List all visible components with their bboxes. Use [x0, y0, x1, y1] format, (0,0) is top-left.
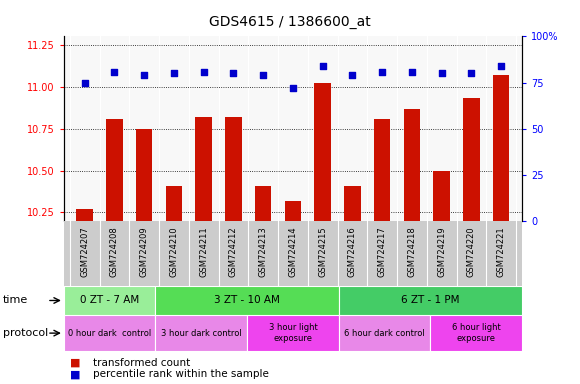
Text: GSM724217: GSM724217: [378, 226, 387, 277]
Bar: [106, 119, 122, 221]
Text: 6 ZT - 1 PM: 6 ZT - 1 PM: [401, 295, 459, 306]
Text: GSM724214: GSM724214: [288, 226, 298, 276]
Text: GSM724212: GSM724212: [229, 226, 238, 276]
Bar: [374, 119, 390, 221]
Bar: [404, 109, 420, 221]
Bar: [285, 201, 301, 221]
Bar: [155, 315, 247, 351]
Bar: [136, 129, 153, 221]
Bar: [64, 286, 155, 315]
Point: [140, 72, 149, 78]
Point: [437, 70, 446, 76]
Bar: [166, 185, 182, 221]
Bar: [463, 98, 480, 221]
Text: protocol: protocol: [3, 328, 48, 338]
Text: GSM724220: GSM724220: [467, 226, 476, 276]
Text: 6 hour light
exposure: 6 hour light exposure: [452, 323, 501, 343]
Bar: [64, 221, 522, 286]
Text: GSM724211: GSM724211: [199, 226, 208, 276]
Bar: [433, 170, 450, 221]
Text: ■: ■: [70, 358, 80, 368]
Text: GSM724218: GSM724218: [407, 226, 416, 277]
Text: GSM724209: GSM724209: [140, 226, 148, 276]
Text: percentile rank within the sample: percentile rank within the sample: [93, 369, 269, 379]
Bar: [339, 286, 522, 315]
Bar: [64, 315, 155, 351]
Text: transformed count: transformed count: [93, 358, 190, 368]
Point: [288, 85, 298, 91]
Point: [318, 63, 327, 69]
Point: [259, 72, 268, 78]
Text: 6 hour dark control: 6 hour dark control: [344, 329, 425, 338]
Bar: [430, 315, 522, 351]
Point: [169, 70, 179, 76]
Text: GSM724221: GSM724221: [496, 226, 506, 276]
Bar: [195, 117, 212, 221]
Text: 3 hour dark control: 3 hour dark control: [161, 329, 242, 338]
Text: GSM724216: GSM724216: [348, 226, 357, 277]
Text: GSM724215: GSM724215: [318, 226, 327, 276]
Text: GSM724219: GSM724219: [437, 226, 446, 276]
Point: [229, 70, 238, 76]
Point: [199, 68, 208, 74]
Point: [378, 68, 387, 74]
Bar: [255, 185, 271, 221]
Text: 0 ZT - 7 AM: 0 ZT - 7 AM: [80, 295, 139, 306]
Point: [80, 79, 89, 86]
Point: [496, 63, 506, 69]
Point: [407, 68, 416, 74]
Bar: [225, 117, 242, 221]
Text: GSM724213: GSM724213: [259, 226, 267, 277]
Text: GSM724208: GSM724208: [110, 226, 119, 277]
Bar: [493, 75, 509, 221]
Point: [110, 68, 119, 74]
Bar: [314, 83, 331, 221]
Text: 3 ZT - 10 AM: 3 ZT - 10 AM: [214, 295, 280, 306]
Text: time: time: [3, 295, 28, 306]
Text: GDS4615 / 1386600_at: GDS4615 / 1386600_at: [209, 15, 371, 29]
Bar: [155, 286, 339, 315]
Bar: [247, 315, 339, 351]
Text: ■: ■: [70, 369, 80, 379]
Text: 3 hour light
exposure: 3 hour light exposure: [269, 323, 317, 343]
Bar: [344, 185, 361, 221]
Text: GSM724210: GSM724210: [169, 226, 179, 276]
Text: GSM724207: GSM724207: [80, 226, 89, 277]
Point: [467, 70, 476, 76]
Bar: [77, 209, 93, 221]
Point: [348, 72, 357, 78]
Text: 0 hour dark  control: 0 hour dark control: [68, 329, 151, 338]
Bar: [339, 315, 430, 351]
